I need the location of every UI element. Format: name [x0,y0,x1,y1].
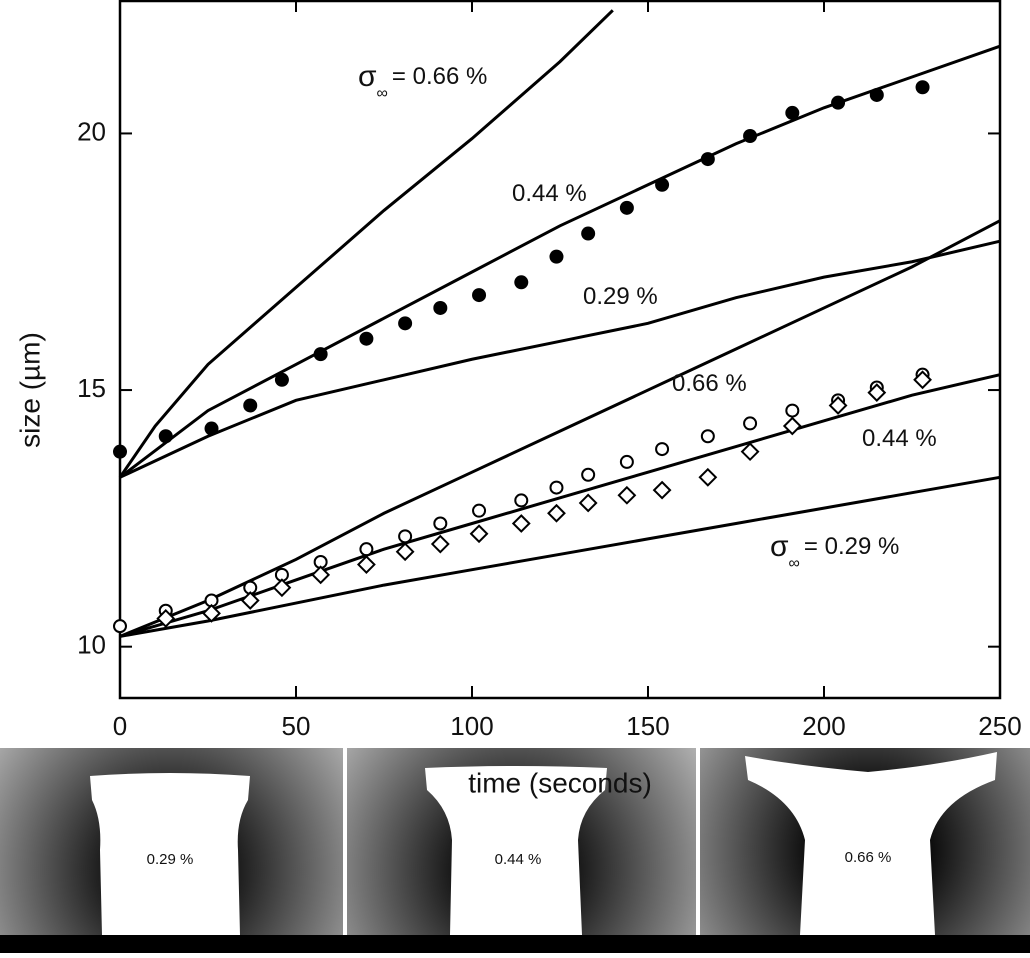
data-point [360,543,372,555]
curve-label: 0.29 % [583,283,658,310]
data-point [473,505,485,517]
data-point [656,443,668,455]
data-point [471,526,487,542]
curve-label: σ∞= 0.66 % [358,60,487,102]
data-point [655,178,669,192]
data-point [549,250,563,264]
sigma: σ [358,60,377,93]
y-tick-label: 20 [77,116,106,146]
data-point [159,429,173,443]
y-tick-label: 15 [77,373,106,403]
data-point [582,469,594,481]
data-point [359,332,373,346]
label-text: = 0.29 % [804,533,899,560]
x-tick-label: 250 [978,711,1021,741]
curve-label: 0.44 % [862,425,937,452]
image-label: 0.44 % [495,851,542,868]
data-point [702,430,714,442]
data-point [581,227,595,241]
subscript: ∞ [377,85,388,102]
data-point [515,494,527,506]
data-point [314,347,328,361]
data-point [742,444,758,460]
curve-label: σ∞= 0.29 % [770,530,899,572]
x-axis-title: time (seconds) [468,767,652,798]
data-point [654,482,670,498]
data-point [916,80,930,94]
data-point [620,201,634,215]
data-point [700,469,716,485]
data-point [399,530,411,542]
x-tick-label: 50 [282,711,311,741]
data-point [398,316,412,330]
label-text: 0.44 % [512,180,587,207]
data-point [786,405,798,417]
curve-label: 0.44 % [512,180,587,207]
black-bar [0,935,1030,953]
image-label: 0.29 % [147,851,194,868]
data-point [205,422,219,436]
data-point [580,495,596,511]
data-point [113,445,127,459]
label-text: = 0.66 % [392,63,487,90]
data-point [831,96,845,110]
data-point [472,288,486,302]
data-point [548,505,564,521]
x-tick-label: 200 [802,711,845,741]
data-point [513,516,529,532]
data-point [785,106,799,120]
y-axis-title: size (µm) [14,332,45,448]
figure: 0.29 % 0.44 % 0.66 % time (seconds) size… [0,0,1030,953]
data-point [619,487,635,503]
x-tick-label: 0 [113,711,127,741]
data-point [358,557,374,573]
data-point [434,518,446,530]
data-point [621,456,633,468]
data-point [243,398,257,412]
x-tick-label: 100 [450,711,493,741]
data-point [275,373,289,387]
data-point [433,301,447,315]
data-point [114,620,126,632]
label-text: 0.66 % [672,370,747,397]
data-point [701,152,715,166]
x-tick-label: 150 [626,711,669,741]
data-point [514,275,528,289]
image-label: 0.66 % [845,849,892,866]
data-point [870,88,884,102]
y-tick-label: 10 [77,630,106,660]
sigma: σ [770,530,789,563]
page: {"chart_data": {"type": "line", "x_label… [0,0,1030,953]
label-text: 0.44 % [862,425,937,452]
data-point [550,482,562,494]
curve-label: 0.66 % [672,370,747,397]
data-point [432,536,448,552]
subscript: ∞ [789,555,800,572]
data-point [744,417,756,429]
label-text: 0.29 % [583,283,658,310]
data-point [743,129,757,143]
